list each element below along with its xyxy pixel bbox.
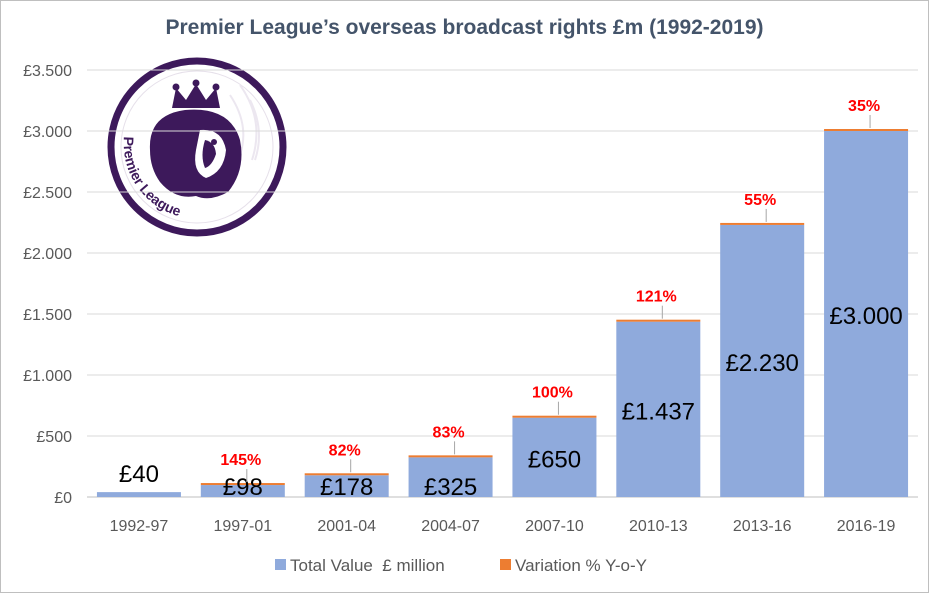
data-label-value: £40	[119, 461, 159, 488]
bar-variation	[616, 319, 701, 322]
legend-item-total-value: Total Value £ million	[290, 556, 445, 575]
x-tick-label: 2010-13	[629, 518, 688, 535]
data-label-value: £650	[528, 446, 581, 473]
bar-variation	[512, 415, 597, 418]
premier-league-logo: Premier League	[107, 57, 287, 237]
data-label-variation: 82%	[329, 442, 361, 459]
legend-item-total-value-swatch	[275, 559, 286, 570]
bar-variation	[304, 473, 389, 476]
bar-total-value	[200, 485, 285, 497]
data-label-value: £325	[424, 474, 477, 501]
bar-total-value	[616, 321, 701, 497]
bar-total-value	[720, 224, 805, 497]
bar-variation	[408, 455, 493, 458]
data-label-value: £98	[223, 474, 263, 501]
bar-total-value	[512, 417, 597, 497]
bar-variation	[824, 129, 909, 131]
legend: Total Value £ million Variation % Y-o-Y	[275, 556, 647, 575]
y-tick-label: £0	[54, 490, 72, 507]
y-axis-ticks: £0 £500 £1.000 £1.500 £2.000 £2.500 £3.000 £3.5…	[23, 63, 72, 507]
y-tick-label: £500	[36, 429, 72, 446]
data-label-value: £2.230	[725, 350, 798, 377]
data-label-variation: 100%	[532, 385, 573, 402]
bar-total-value	[824, 131, 909, 497]
bar-variation	[720, 222, 805, 225]
data-label-variation: 55%	[744, 192, 776, 209]
data-label-variation: 35%	[848, 98, 880, 115]
data-label-variation: 121%	[636, 289, 677, 306]
x-tick-label: 2004-07	[421, 518, 480, 535]
data-label-value: £3.000	[829, 303, 902, 330]
legend-item-variation: Variation % Y-o-Y	[515, 556, 647, 575]
y-tick-label: £3.500	[23, 63, 72, 80]
data-label-variation: 83%	[433, 424, 465, 441]
bar-total-value	[408, 457, 493, 497]
y-tick-label: £2.500	[23, 185, 72, 202]
data-label-value: £178	[320, 474, 373, 501]
data-label-value: £1.437	[622, 398, 695, 425]
chart-title: Premier League’s overseas broadcast righ…	[165, 16, 764, 39]
x-axis-ticks: 1992-97 1997-01 2001-04 2004-07 2007-10 2010-…	[110, 518, 896, 535]
x-tick-label: 2001-04	[317, 518, 376, 535]
x-tick-label: 2007-10	[525, 518, 584, 535]
y-tick-label: £1.000	[23, 368, 72, 385]
x-tick-label: 1997-01	[213, 518, 272, 535]
y-tick-label: £3.000	[23, 124, 72, 141]
x-tick-label: 1992-97	[110, 518, 169, 535]
x-tick-label: 2016-19	[837, 518, 896, 535]
y-tick-label: £1.500	[23, 307, 72, 324]
y-tick-label: £2.000	[23, 246, 72, 263]
bars: £40 £98 145% £178 82% £325 83% £650 100% £1.437 12…	[96, 98, 909, 501]
x-tick-label: 2013-16	[733, 518, 792, 535]
bar-variation	[200, 483, 285, 486]
bar-total-value	[96, 492, 181, 497]
legend-item-variation-swatch	[500, 559, 511, 570]
data-label-variation: 145%	[220, 452, 261, 469]
bar-total-value	[304, 475, 389, 497]
